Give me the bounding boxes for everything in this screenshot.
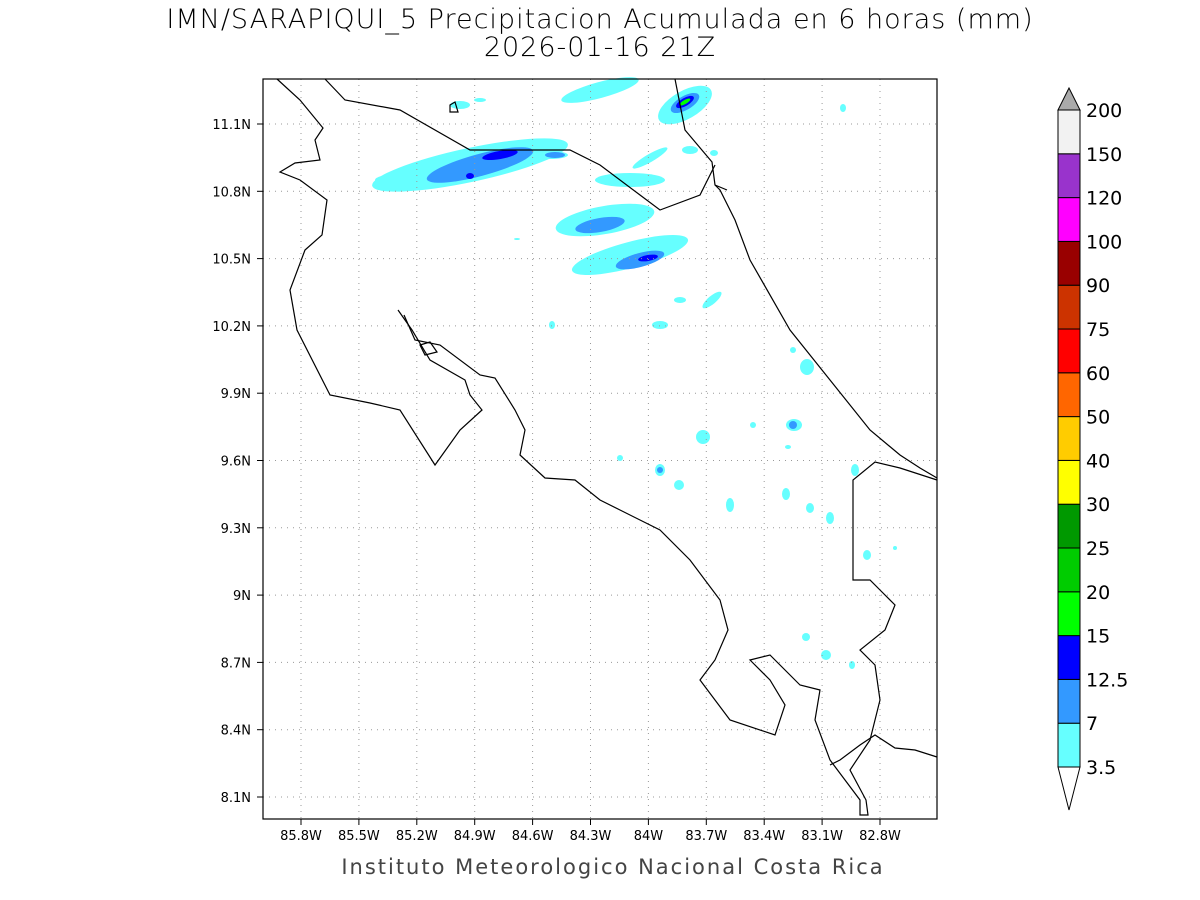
lon-tick-label: 84.6W [512,829,554,844]
colorbar-swatch [1057,284,1081,330]
colorbar-label: 75 [1086,319,1110,341]
colorbar-label: 150 [1086,144,1122,166]
colorbar-swatch [1057,109,1081,155]
colorbar-swatch [1057,459,1081,505]
colorbar: 3.5 7 12.5 15 20 25 30 40 50 60 75 90 100 120 150 200 [1057,86,1128,811]
lon-tick-label: 83.4W [743,829,785,844]
colorbar-label: 25 [1086,538,1110,560]
colorbar-swatch [1057,591,1081,637]
precip-field [372,77,897,669]
footer-credit: Instituto Meteorologico Nacional Costa R… [341,855,885,879]
colorbar-swatch [1057,197,1081,242]
lon-tick-label: 85.5W [338,829,380,844]
colorbar-swatch [1057,678,1081,724]
lon-tick-label: 84W [634,829,664,844]
lon-tick-label: 85.2W [396,829,438,844]
lat-tick-label: 9.3N [221,522,251,537]
lat-tick-label: 8.1N [221,791,251,806]
colorbar-label: 120 [1086,188,1122,210]
lon-tick-label: 85.8W [280,829,322,844]
colorbar-under-triangle [1057,766,1081,811]
colorbar-label: 12.5 [1086,669,1128,691]
colorbar-label: 100 [1086,231,1122,253]
lat-tick-label: 9.9N [221,387,251,402]
lon-tick-label: 84.9W [454,829,496,844]
colorbar-swatch [1057,547,1081,593]
colorbar-label: 3.5 [1086,757,1116,779]
colorbar-over-triangle [1057,86,1081,111]
colorbar-swatch [1057,503,1081,549]
map-title: IMN/SARAPIQUI_5 Precipitacion Acumulada … [166,4,1034,35]
lon-tick-label: 83.7W [685,829,727,844]
colorbar-swatch [1057,328,1081,374]
colorbar-swatch [1057,153,1081,199]
lat-tick-label: 10.8N [212,185,251,200]
lat-tick-label: 8.7N [221,656,251,671]
lon-tick-label: 82.8W [859,829,901,844]
colorbar-label: 20 [1086,582,1110,604]
colorbar-swatch [1057,372,1081,418]
map-valid-time: 2026-01-16 21Z [483,32,717,63]
lat-tick-label: 10.5N [212,253,251,268]
graticule [263,79,937,819]
lat-tick-label: 10.2N [212,320,251,335]
colorbar-swatch [1057,635,1081,680]
lat-tick-label: 11.1N [212,118,251,133]
colorbar-swatch [1057,416,1081,461]
colorbar-swatch [1057,240,1081,286]
lat-tick-label: 8.4N [221,724,251,739]
coastlines-borders [276,78,938,816]
lon-tick-label: 83.1W [801,829,843,844]
lat-tick-label: 9N [233,589,251,604]
lon-tick-label: 84.3W [570,829,612,844]
colorbar-label: 60 [1086,363,1110,385]
colorbar-swatch [1057,722,1081,768]
map-frame [262,78,938,820]
colorbar-label: 30 [1086,494,1110,516]
lat-tick-label: 9.6N [221,455,251,470]
colorbar-label: 90 [1086,275,1110,297]
colorbar-label: 7 [1086,713,1098,735]
colorbar-label: 40 [1086,450,1110,472]
colorbar-label: 50 [1086,407,1110,429]
colorbar-label: 200 [1086,100,1122,122]
colorbar-label: 15 [1086,626,1110,648]
